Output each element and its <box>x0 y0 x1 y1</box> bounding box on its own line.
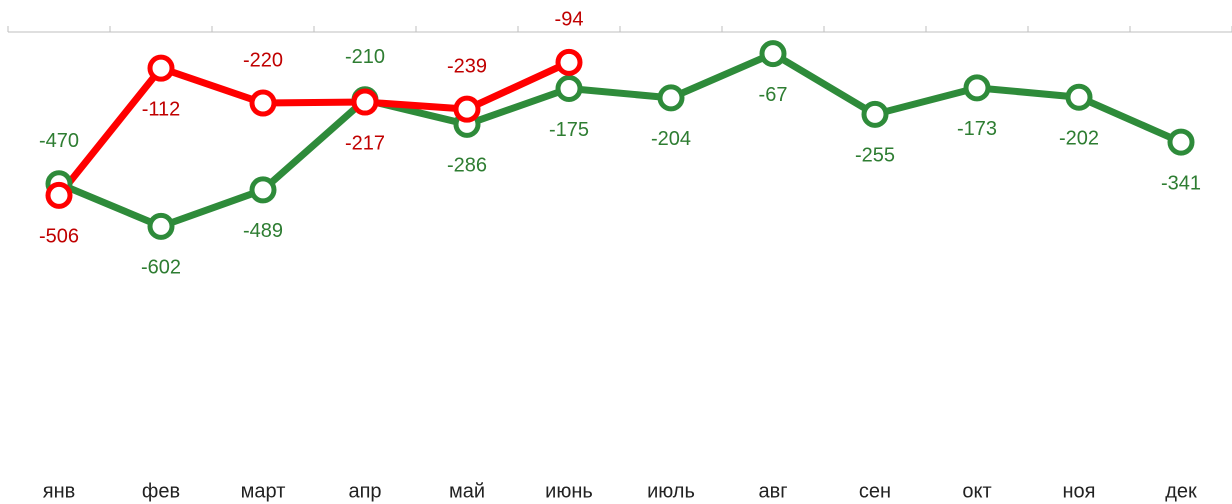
marker <box>45 181 73 209</box>
marker <box>249 89 277 117</box>
marker <box>1167 128 1195 156</box>
data-label: -286 <box>447 155 487 177</box>
data-label: -602 <box>141 257 181 279</box>
x-tick-label: янв <box>43 480 76 502</box>
data-label: -67 <box>759 84 788 106</box>
data-label: -210 <box>345 46 385 68</box>
x-tick-label: фев <box>142 480 180 502</box>
x-tick-label: окт <box>962 480 991 502</box>
data-label: -341 <box>1161 172 1201 194</box>
marker <box>147 54 175 82</box>
x-tick-label: июль <box>647 480 695 502</box>
x-tick-label: ноя <box>1063 480 1096 502</box>
data-label: -94 <box>555 9 584 31</box>
data-label: -202 <box>1059 127 1099 149</box>
x-tick-label: сен <box>859 480 891 502</box>
x-tick-label: март <box>241 480 286 502</box>
marker <box>1065 83 1093 111</box>
x-tick-label: авг <box>758 480 787 502</box>
data-label: -220 <box>243 49 283 71</box>
marker <box>147 212 175 240</box>
data-label: -204 <box>651 128 691 150</box>
data-label: -506 <box>39 226 79 248</box>
marker <box>555 75 583 102</box>
marker <box>861 100 889 128</box>
x-tick-label: апр <box>348 480 381 502</box>
marker <box>453 95 481 123</box>
data-label: -255 <box>855 145 895 167</box>
x-tick-label: май <box>449 480 485 502</box>
series-line <box>57 50 1183 230</box>
marker <box>555 48 583 76</box>
marker <box>249 176 277 204</box>
data-label: -112 <box>142 98 181 120</box>
data-label: -489 <box>243 220 283 242</box>
x-tick-label: июнь <box>545 480 593 502</box>
marker <box>351 88 379 116</box>
series-line <box>56 59 571 198</box>
data-label: -175 <box>549 119 589 141</box>
x-tick-label: дек <box>1165 480 1197 502</box>
data-label: -217 <box>345 132 385 154</box>
data-label: -173 <box>957 118 997 140</box>
data-label: -470 <box>39 130 79 152</box>
marker <box>657 84 685 112</box>
marker <box>963 74 991 102</box>
data-label: -239 <box>447 55 487 77</box>
marker <box>759 40 787 68</box>
